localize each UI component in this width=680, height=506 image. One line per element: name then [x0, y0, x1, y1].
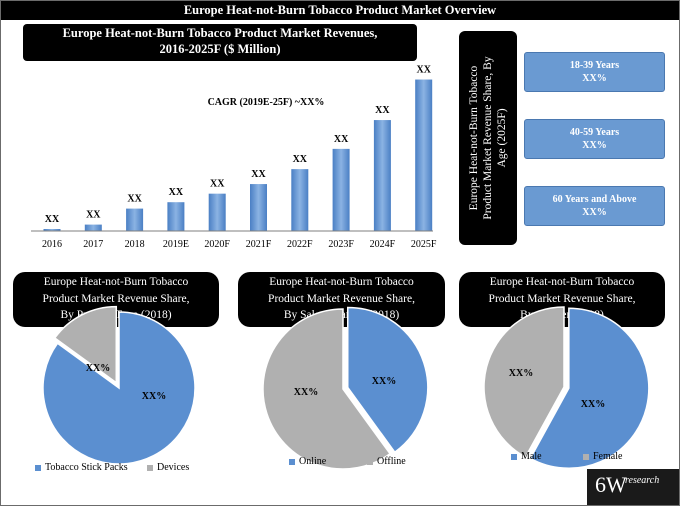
legend-label: Offline: [377, 456, 406, 467]
x-tick-label: 2019E: [163, 239, 189, 250]
age-box-label: 18-39 Years: [569, 60, 620, 71]
bar-data-label: XX: [293, 154, 308, 165]
logo-main-text: 6W: [595, 472, 627, 497]
pie-slice-label: XX%: [86, 363, 110, 374]
pie-slice-offline: [262, 308, 392, 470]
bar-data-label: XX: [210, 179, 225, 190]
bar-2016: [43, 229, 61, 231]
pie-slice-devices: [53, 305, 118, 385]
legend-label: Female: [593, 451, 623, 462]
x-tick-label: 2017: [83, 239, 103, 250]
age-box-40-59: 40-59 Years XX%: [524, 119, 665, 159]
page-title: Europe Heat-not-Burn Tobacco Product Mar…: [1, 1, 679, 20]
6w-research-logo: 6W research: [587, 469, 679, 505]
x-tick-label: 2018: [125, 239, 145, 250]
age-box-value: XX%: [582, 140, 607, 151]
pie-title-line: Product Market Revenue Share,: [268, 292, 415, 305]
bar-data-label: XX: [251, 169, 266, 180]
age-share-title-box: [459, 31, 517, 245]
x-tick-label: 2021F: [246, 239, 272, 250]
pie-slice-label: XX%: [294, 387, 318, 398]
legend-online: Online: [289, 456, 326, 467]
logo-sub-text: research: [625, 475, 660, 486]
x-tick-label: 2025F: [411, 239, 437, 250]
bar-2022F: [291, 169, 309, 231]
legend-label: Devices: [157, 462, 190, 473]
bar-2023F: [332, 148, 350, 231]
pie-slice-label: XX%: [509, 368, 533, 379]
bar-2021F: [250, 184, 267, 231]
legend-offline: Offline: [367, 456, 406, 467]
x-tick-label: 2024F: [370, 239, 396, 250]
bar-data-label: XX: [86, 210, 101, 221]
bar-2024F: [373, 120, 391, 231]
x-tick-label: 2022F: [287, 239, 313, 250]
pie-title-line: Product Market Revenue Share,: [42, 292, 190, 305]
legend-swatch: [147, 464, 153, 471]
pie-slice-female: [483, 306, 565, 459]
pie-slice-label: XX%: [372, 376, 396, 387]
bar-data-label: XX: [45, 214, 60, 225]
bar-data-label: XX: [334, 134, 349, 145]
revenue-chart-title: Europe Heat-not-Burn Tobacco Product Mar…: [23, 24, 417, 61]
legend-label: Tobacco Stick Packs: [45, 462, 128, 473]
cagr-annotation: CAGR (2019E-25F) ~XX%: [208, 97, 325, 108]
legend-male: Male: [511, 451, 542, 462]
x-tick-label: 2020F: [204, 239, 230, 250]
legend-tobacco-stick-packs: Tobacco Stick Packs: [35, 462, 128, 473]
pie-slice-label: XX%: [142, 391, 166, 402]
revenue-chart-title-line1: Europe Heat-not-Burn Tobacco Product Mar…: [62, 26, 378, 40]
legend-swatch: [511, 453, 517, 460]
legend-devices: Devices: [147, 462, 189, 473]
pie-slice-tobacco-stick-packs: [42, 311, 196, 465]
age-box-label: 60 Years and Above: [552, 194, 637, 205]
bar-2025F: [415, 79, 433, 232]
bar-data-label: XX: [416, 65, 431, 76]
bar-data-label: XX: [169, 187, 184, 198]
pie-slice-label: XX%: [581, 399, 605, 410]
legend-female: Female: [583, 451, 622, 462]
pie-title-line: Europe Heat-not-Burn Tobacco: [269, 276, 414, 288]
legend-label: Male: [521, 451, 542, 462]
x-tick-label: 2023F: [328, 239, 354, 250]
legend-swatch: [35, 464, 41, 471]
pie-title-line: Europe Heat-not-Burn Tobacco: [43, 276, 189, 288]
bar-2018: [126, 208, 144, 231]
age-box-label: 40-59 Years: [569, 127, 620, 138]
bar-data-label: XX: [127, 194, 142, 205]
pie-slice-male: [529, 307, 650, 469]
age-box-60-plus: 60 Years and Above XX%: [524, 186, 665, 226]
bar-2020F: [208, 193, 226, 231]
age-box-18-39: 18-39 Years XX%: [524, 52, 665, 92]
legend-swatch: [367, 458, 373, 465]
revenue-bar-chart: CAGR (2019E-25F) ~XX% XX 2016 XX 2017 XX 2018…: [31, 65, 437, 250]
revenue-chart-title-line2: 2016-2025F ($ Million): [159, 42, 281, 56]
bar-2017: [84, 224, 102, 231]
pie-slice-online: [347, 306, 429, 454]
legend-label: Online: [299, 456, 327, 467]
bar-2019E: [167, 202, 185, 231]
legend-swatch: [289, 458, 295, 465]
x-tick-label: 2016: [42, 239, 62, 250]
age-box-value: XX%: [582, 73, 607, 84]
age-box-value: XX%: [582, 207, 607, 218]
pie-title-line: Europe Heat-not-Burn Tobacco: [489, 276, 635, 288]
bar-data-label: XX: [375, 105, 390, 116]
pie-title-line: Product Market Revenue Share,: [488, 292, 636, 305]
legend-swatch: [583, 453, 589, 460]
